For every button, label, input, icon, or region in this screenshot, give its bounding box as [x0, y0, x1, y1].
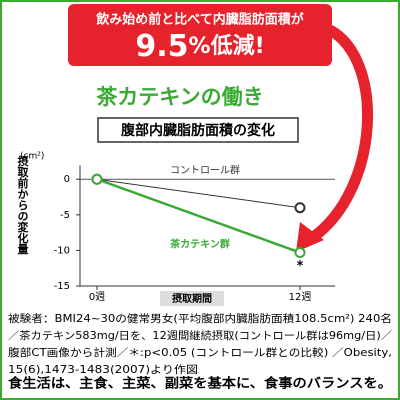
- title-box: [97, 117, 299, 143]
- point: [294, 247, 306, 259]
- unit: (cm²): [20, 152, 44, 162]
- arrow: [308, 25, 373, 243]
- x-tick-label: 12週: [289, 291, 312, 303]
- series-line: [96, 178, 301, 209]
- y-tick-label: -15: [54, 281, 70, 292]
- banner-highlight: 9.5%低減!: [135, 29, 264, 64]
- series-label: 茶カテキン群: [169, 238, 230, 251]
- x-label-box: [160, 291, 224, 306]
- series-label: コントロール群: [170, 164, 240, 177]
- chart-title: 腹部内臓脂肪面積の変化: [121, 122, 275, 139]
- heading: 茶カテキンの働き: [96, 85, 263, 109]
- bottom-text: 食生活は、主食、主菜、副菜を基本に、食事のバランスを。: [8, 376, 392, 392]
- point: [294, 202, 306, 214]
- y-tick-label: 0: [64, 174, 70, 185]
- banner-line: 飲み始め前と比べて内臓脂肪面積が: [95, 12, 303, 28]
- y-tick-label: -5: [60, 210, 70, 221]
- point: [91, 173, 103, 185]
- annotation: *: [297, 259, 304, 274]
- series-line: [96, 178, 301, 254]
- footnote-line: ／茶カテキン583mg/日を、12週間継続摂取(コントロール群は96mg/日)／: [8, 329, 393, 342]
- highlight-number: 9.5: [135, 29, 188, 64]
- highlight-rest: %低減!: [189, 34, 265, 59]
- x-tick-label: 0週: [89, 291, 105, 303]
- x-label: 摂取期間: [172, 292, 212, 305]
- y-tick-label: -10: [54, 245, 70, 256]
- banner: [68, 4, 332, 66]
- y-label: 摂取前からの変化量: [16, 154, 29, 254]
- arrow-head: [296, 222, 324, 252]
- footnote-line: 腹部CT画像から計測／＊:p<0.05 (コントロール群との比較) ／Obesi…: [8, 346, 392, 359]
- footnote-line: 15(6),1473-1483(2007)より作図: [8, 364, 198, 376]
- footnote-line: 被験者：BMI24~30の健常男女(平均腹部内臓脂肪面積108.5cm²) 24…: [8, 312, 392, 325]
